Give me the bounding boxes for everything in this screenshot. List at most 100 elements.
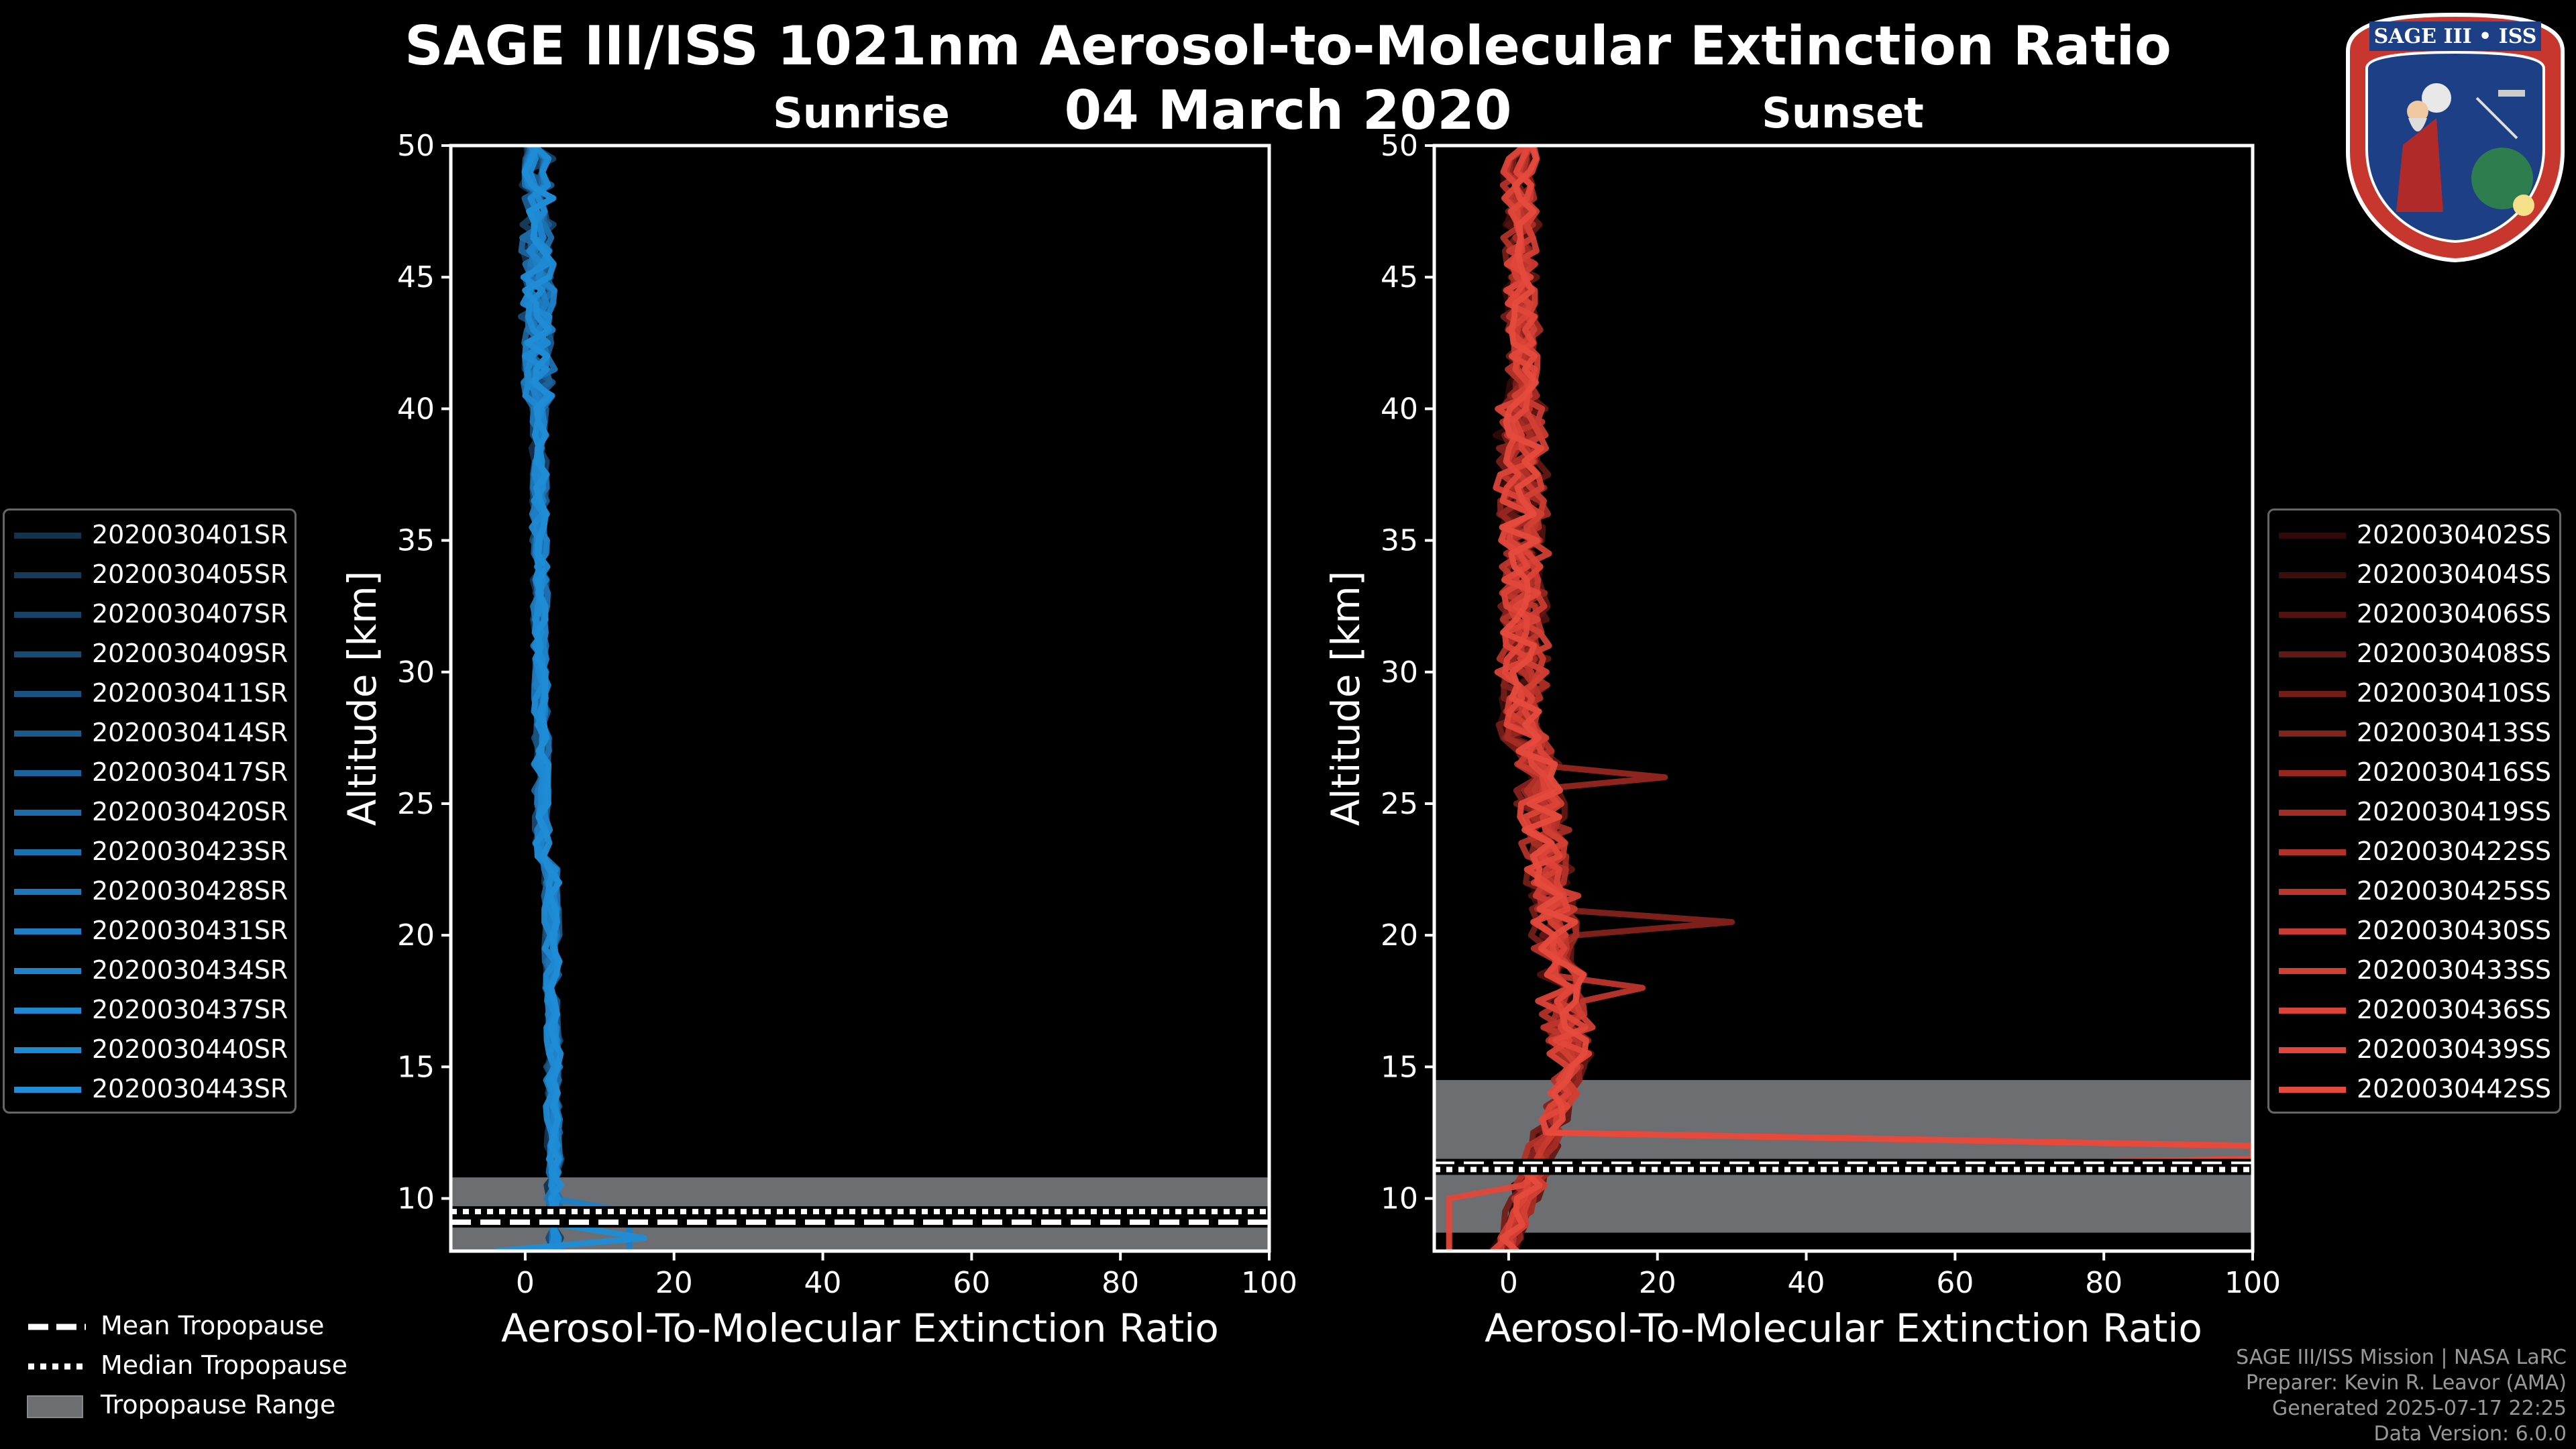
legend-item: 2020030401SR xyxy=(5,516,294,555)
y-tick-label: 25 xyxy=(1381,787,1418,821)
footer-line: Data Version: 6.0.0 xyxy=(2373,1422,2567,1446)
footer-line: Preparer: Kevin R. Leavor (AMA) xyxy=(2245,1371,2567,1395)
legend-label: Tropopause Range xyxy=(101,1390,336,1419)
legend-swatch xyxy=(2279,533,2346,539)
legend-item: 2020030408SS xyxy=(2269,635,2559,674)
legend-item: 2020030442SS xyxy=(2269,1070,2559,1110)
legend-swatch xyxy=(2279,572,2346,578)
x-axis-label: Aerosol-To-Molecular Extinction Ratio xyxy=(501,1305,1219,1351)
legend-swatch xyxy=(14,731,81,737)
legend-swatch xyxy=(14,1008,81,1014)
x-tick-label: 80 xyxy=(2085,1266,2123,1300)
x-tick-label: 40 xyxy=(804,1266,842,1300)
legend-swatch xyxy=(2279,651,2346,657)
x-tick-label: 100 xyxy=(1241,1266,1297,1300)
y-tick-label: 40 xyxy=(1381,392,1418,426)
legend-swatch xyxy=(2279,691,2346,697)
legend-item: 2020030425SS xyxy=(2269,872,2559,912)
legend-mean-tropopause: Mean Tropopause xyxy=(20,1307,423,1346)
legend-label: 2020030410SS xyxy=(2357,678,2552,708)
profile-lines xyxy=(495,146,647,1251)
legend-item: 2020030422SS xyxy=(2269,833,2559,872)
legend-label: 2020030409SR xyxy=(92,639,288,668)
legend-label: 2020030443SR xyxy=(92,1074,288,1104)
legend-item: 2020030437SR xyxy=(5,991,294,1030)
plot-frame xyxy=(449,144,1271,1253)
legend-swatch xyxy=(2279,612,2346,618)
legend-swatch xyxy=(2279,968,2346,974)
legend-swatch xyxy=(2279,889,2346,895)
sunset-plot: 10 15 20 25 30 35 40 45 50 0 20 40 60 80 100 Aerosol-To… xyxy=(1323,129,2281,1351)
footer-credits: SAGE III/ISS Mission | NASA LaRC Prepare… xyxy=(2236,1345,2567,1447)
legend-label: Mean Tropopause xyxy=(101,1311,325,1340)
legend-swatch xyxy=(2279,1087,2346,1093)
legend-label: 2020030436SS xyxy=(2357,995,2552,1024)
footer-line: SAGE III/ISS Mission | NASA LaRC xyxy=(2236,1346,2567,1369)
sunset-legend: 2020030402SS 2020030404SS 2020030406SS 2020… xyxy=(2267,508,2561,1114)
x-tick-label: 40 xyxy=(1788,1266,1825,1300)
y-tick-label: 30 xyxy=(397,655,435,690)
x-axis-label: Aerosol-To-Molecular Extinction Ratio xyxy=(1485,1305,2202,1351)
legend-item: 2020030411SR xyxy=(5,674,294,714)
legend-item: 2020030410SS xyxy=(2269,674,2559,714)
legend-swatch xyxy=(14,1087,81,1093)
legend-item: 2020030416SS xyxy=(2269,753,2559,793)
y-tick-label: 45 xyxy=(397,260,435,294)
legend-swatch xyxy=(2279,1047,2346,1053)
sunrise-plot: 10 15 20 25 30 35 40 45 50 0 20 40 60 80 100 Aerosol-To… xyxy=(339,129,1297,1351)
legend-label: 2020030401SR xyxy=(92,520,288,549)
legend-label: 2020030433SS xyxy=(2357,955,2552,985)
legend-item: 2020030420SR xyxy=(5,793,294,833)
y-tick-label: 15 xyxy=(397,1050,435,1084)
legend-label: 2020030434SR xyxy=(92,955,288,985)
series-line-2020030442SS xyxy=(1499,146,2253,1251)
x-tick-label: 0 xyxy=(1499,1266,1518,1300)
legend-label: 2020030420SR xyxy=(92,797,288,826)
legend-swatch xyxy=(14,651,81,657)
legend-item: 2020030443SR xyxy=(5,1070,294,1110)
legend-label: 2020030411SR xyxy=(92,678,288,708)
sunrise-legend: 2020030401SR 2020030405SR 2020030407SR 2020… xyxy=(3,508,297,1114)
legend-item: 2020030414SR xyxy=(5,714,294,753)
legend-swatch xyxy=(14,849,81,855)
footer-line: Generated 2025-07-17 22:25 xyxy=(2271,1397,2567,1420)
y-tick-label: 10 xyxy=(1381,1182,1418,1216)
y-tick-label: 50 xyxy=(1381,129,1418,163)
legend-label: 2020030414SR xyxy=(92,718,288,747)
legend-swatch xyxy=(14,968,81,974)
legend-item: 2020030405SR xyxy=(5,555,294,595)
legend-label: 2020030413SS xyxy=(2357,718,2552,747)
x-tick-label: 60 xyxy=(1936,1266,1974,1300)
legend-item: 2020030439SS xyxy=(2269,1030,2559,1070)
legend-label: 2020030428SR xyxy=(92,876,288,906)
legend-item: 2020030431SR xyxy=(5,912,294,951)
y-tick-label: 35 xyxy=(397,524,435,558)
series-line-2020030443SR xyxy=(495,146,647,1251)
legend-swatch xyxy=(2279,770,2346,776)
legend-label: 2020030416SS xyxy=(2357,757,2552,787)
sunrise-panel-title: Sunrise xyxy=(773,89,950,138)
legend-swatch xyxy=(2279,731,2346,737)
sunset-panel-title: Sunset xyxy=(1762,89,1924,138)
profile-lines xyxy=(1446,146,2253,1251)
chart-date: 04 March 2020 xyxy=(1064,79,1512,142)
legend-swatch xyxy=(2279,810,2346,816)
legend-swatch xyxy=(14,810,81,816)
legend-swatch xyxy=(14,928,81,934)
legend-item: 2020030413SS xyxy=(2269,714,2559,753)
legend-label: 2020030422SS xyxy=(2357,837,2552,866)
legend-swatch xyxy=(14,889,81,895)
y-tick-label: 50 xyxy=(397,129,435,163)
legend-label: 2020030431SR xyxy=(92,916,288,945)
y-tick-label: 45 xyxy=(1381,260,1418,294)
legend-swatch xyxy=(14,533,81,539)
legend-swatch xyxy=(14,572,81,578)
tropopause-legend: Mean Tropopause Median Tropopause Tropop… xyxy=(20,1307,423,1434)
legend-label: Median Tropopause xyxy=(101,1350,347,1380)
legend-swatch xyxy=(2279,849,2346,855)
x-tick-label: 0 xyxy=(516,1266,535,1300)
legend-item: 2020030428SR xyxy=(5,872,294,912)
legend-swatch xyxy=(14,1047,81,1053)
legend-tropopause-range: Tropopause Range xyxy=(20,1386,423,1426)
x-tick-label: 60 xyxy=(953,1266,990,1300)
